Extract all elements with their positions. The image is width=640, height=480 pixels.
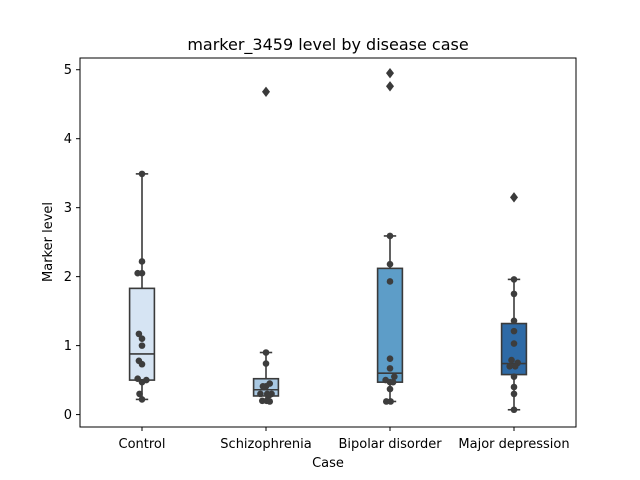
data-point bbox=[138, 335, 146, 343]
data-point bbox=[136, 390, 143, 398]
data-point bbox=[138, 258, 146, 265]
data-point bbox=[510, 390, 518, 398]
data-point bbox=[266, 398, 274, 405]
data-point bbox=[259, 383, 267, 390]
x-tick-label: Major depression bbox=[458, 437, 569, 452]
y-tick-label: 2 bbox=[64, 270, 72, 285]
data-point bbox=[510, 373, 518, 380]
data-point bbox=[386, 385, 394, 393]
data-point bbox=[135, 330, 143, 338]
x-tick-label: Schizophrenia bbox=[220, 437, 311, 452]
data-point bbox=[510, 327, 518, 335]
y-tick-label: 3 bbox=[64, 201, 72, 216]
data-point bbox=[506, 363, 513, 370]
data-point bbox=[138, 396, 146, 403]
data-point bbox=[510, 406, 518, 414]
data-point bbox=[510, 290, 518, 298]
data-point bbox=[391, 373, 398, 380]
data-point bbox=[262, 360, 270, 367]
data-point bbox=[265, 391, 273, 399]
outlier-marker bbox=[262, 86, 270, 97]
data-point bbox=[510, 383, 518, 391]
data-point bbox=[389, 378, 397, 386]
data-point bbox=[386, 232, 394, 240]
data-point bbox=[508, 356, 515, 364]
data-point bbox=[386, 355, 394, 363]
data-point bbox=[386, 365, 394, 372]
box-group-schizophrenia bbox=[252, 86, 280, 405]
x-tick-label: Bipolar disorder bbox=[338, 437, 442, 452]
data-point bbox=[138, 378, 146, 386]
x-tick-label: Control bbox=[119, 437, 166, 452]
chart-title: marker_3459 level by disease case bbox=[187, 35, 468, 55]
box-group-bipolar-disorder bbox=[376, 67, 404, 405]
data-point bbox=[138, 360, 146, 368]
data-point bbox=[510, 317, 518, 325]
y-tick-label: 5 bbox=[64, 63, 72, 78]
data-point bbox=[386, 260, 394, 268]
outlier-marker bbox=[510, 192, 518, 203]
data-point bbox=[510, 276, 518, 283]
data-point bbox=[387, 398, 394, 405]
data-point bbox=[138, 269, 146, 277]
y-tick-label: 1 bbox=[64, 339, 72, 354]
x-axis-label: Case bbox=[312, 456, 344, 471]
data-point bbox=[510, 340, 518, 347]
box-group-major-depression bbox=[500, 192, 528, 414]
data-point bbox=[257, 390, 264, 398]
outlier-marker bbox=[386, 81, 394, 92]
y-tick-label: 4 bbox=[64, 132, 72, 147]
plot-frame bbox=[79, 57, 577, 428]
data-point bbox=[138, 342, 146, 349]
y-tick-label: 0 bbox=[64, 408, 72, 423]
data-point bbox=[386, 278, 394, 285]
y-axis-label: Marker level bbox=[41, 202, 56, 282]
data-point bbox=[138, 170, 146, 178]
data-point bbox=[511, 363, 519, 370]
data-point bbox=[262, 349, 270, 356]
outlier-marker bbox=[386, 67, 394, 79]
box-group-control bbox=[128, 170, 156, 403]
box bbox=[376, 267, 404, 383]
